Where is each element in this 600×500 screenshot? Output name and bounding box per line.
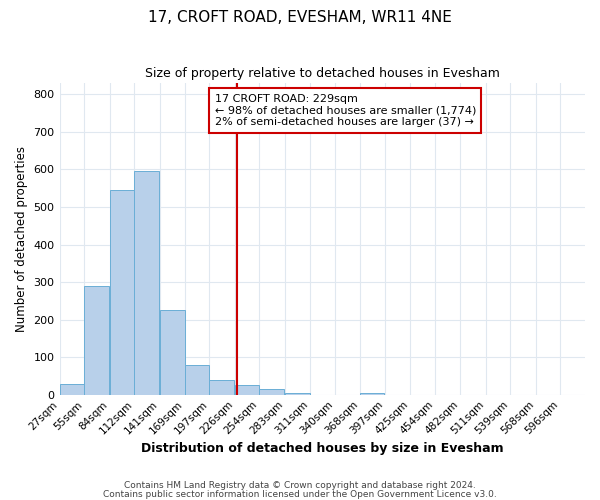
Bar [185,366,209,394]
Bar [235,386,259,394]
Bar [259,389,284,394]
X-axis label: Distribution of detached houses by size in Evesham: Distribution of detached houses by size … [141,442,503,455]
Bar [110,190,134,394]
Bar [285,393,310,394]
Bar [84,286,109,395]
Y-axis label: Number of detached properties: Number of detached properties [15,146,28,332]
Text: 17 CROFT ROAD: 229sqm
← 98% of detached houses are smaller (1,774)
2% of semi-de: 17 CROFT ROAD: 229sqm ← 98% of detached … [215,94,476,127]
Text: Contains HM Land Registry data © Crown copyright and database right 2024.: Contains HM Land Registry data © Crown c… [124,481,476,490]
Bar [359,393,385,394]
Title: Size of property relative to detached houses in Evesham: Size of property relative to detached ho… [145,68,500,80]
Bar [59,384,84,394]
Text: 17, CROFT ROAD, EVESHAM, WR11 4NE: 17, CROFT ROAD, EVESHAM, WR11 4NE [148,10,452,25]
Bar [134,172,159,394]
Bar [160,310,185,394]
Bar [209,380,234,394]
Text: Contains public sector information licensed under the Open Government Licence v3: Contains public sector information licen… [103,490,497,499]
